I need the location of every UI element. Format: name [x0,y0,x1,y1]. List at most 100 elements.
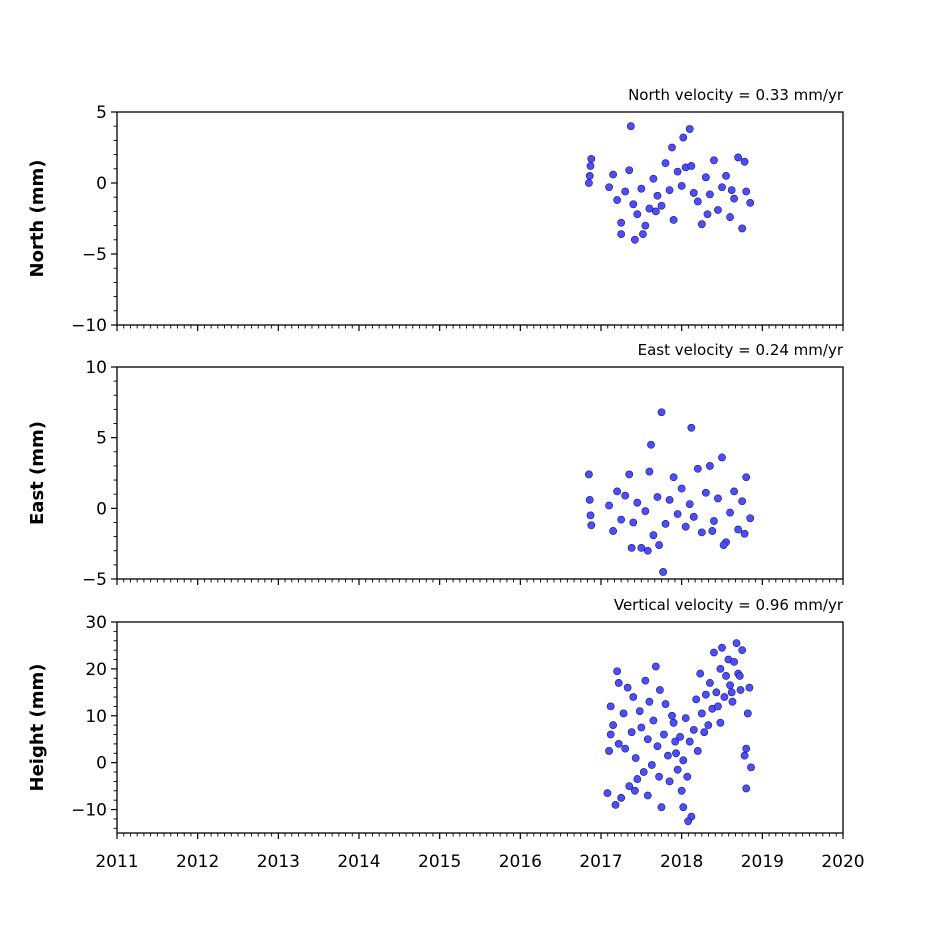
north-data-point [645,204,654,213]
east-panel: −5 0 5 10 East velocity = 0.24 mm/yr East (mm… [27,341,844,590]
east-data-point [661,519,670,528]
height-y-tick-label: 20 [85,660,107,680]
east-data-point [714,494,722,503]
height-data-point [747,763,755,772]
height-data-point [681,714,690,723]
north-data-point [613,196,622,204]
x-tick-label: 2019 [741,852,784,872]
north-data-point [668,143,676,152]
north-data-point [701,173,710,182]
height-data-point [718,643,726,652]
height-data-point [623,683,632,692]
north-data-point [710,156,718,165]
north-data-point [617,218,626,227]
north-data-point [657,201,666,210]
north-data-point [685,125,694,133]
height-data-point [696,669,705,678]
north-data-point [585,171,594,180]
north-data-point [633,210,642,219]
height-data-point [651,662,660,671]
height-data-point [671,737,680,746]
north-data-point [653,191,662,200]
north-data-point [703,210,712,219]
east-data-point [746,514,755,523]
north-data-point [673,167,682,176]
east-data-point [645,467,654,476]
height-data-point [611,800,620,809]
east-data-point [657,408,666,417]
height-data-point [657,803,666,812]
height-data-point [684,817,693,826]
height-data-point [613,667,622,676]
north-plot-frame [116,111,844,326]
x-tick-label: 2014 [337,852,380,872]
north-data-point [585,179,593,187]
east-data-point [718,453,726,462]
height-data-point [614,740,623,748]
height-data-point [728,697,737,706]
height-data-point [627,728,636,737]
north-data-point [727,186,736,194]
height-data-point [742,744,751,753]
north-data-point [661,159,670,168]
height-data-point [720,693,729,701]
east-data-point [613,487,622,496]
height-data-point [722,672,730,680]
north-y-tick-label: −10 [71,316,107,336]
east-data-point [708,527,717,535]
height-data-point [653,742,662,751]
height-velocity-title: Vertical velocity = 0.96 mm/yr [614,596,844,614]
height-data-point [643,791,652,800]
height-data-point [641,676,650,685]
height-y-tick-label: 10 [85,707,107,727]
height-data-point [633,775,642,783]
north-data-point [669,216,678,224]
east-y-tick-label: −5 [82,570,107,590]
height-data-point [683,772,692,781]
north-data-point [641,221,650,230]
height-data-point [735,672,744,680]
east-data-point [649,531,658,540]
east-data-point [641,507,650,516]
height-data-point [732,639,741,647]
north-data-point [586,162,595,170]
height-plot-frame [116,621,844,834]
height-data-point [603,789,612,798]
height-data-point [668,711,676,720]
height-data-point [712,688,721,697]
height-data-point [679,803,688,812]
height-data-point [714,702,722,711]
north-data-point [630,235,639,244]
east-data-point [677,484,686,493]
height-data-point [631,754,640,762]
north-data-point [621,187,630,196]
north-data-point [625,166,634,175]
height-data-point [605,747,613,755]
north-data-point [742,187,751,196]
north-data-point [605,183,613,192]
east-data-point [629,518,638,527]
east-data-point [685,500,694,508]
height-data-point [692,695,701,704]
height-y-axis-label: Height (mm) [27,664,48,792]
height-data-point [606,702,615,711]
east-data-point [587,521,596,530]
height-data-point [619,709,628,718]
height-data-point [660,730,668,739]
height-data-point [617,793,626,802]
east-y-tick-label: 5 [96,429,107,449]
height-data-point [625,782,634,791]
east-data-point [605,501,613,510]
north-data-point [693,197,702,206]
east-data-point [586,511,595,520]
height-y-tick-label: −10 [71,801,107,821]
height-data-point [665,777,674,786]
east-data-point [738,497,747,506]
north-data-point [697,220,706,229]
north-data-point [637,184,646,193]
north-y-tick-label: 0 [96,174,107,194]
east-data-point [689,512,698,521]
north-data-point [677,181,686,190]
x-tick-label: 2017 [579,852,622,872]
